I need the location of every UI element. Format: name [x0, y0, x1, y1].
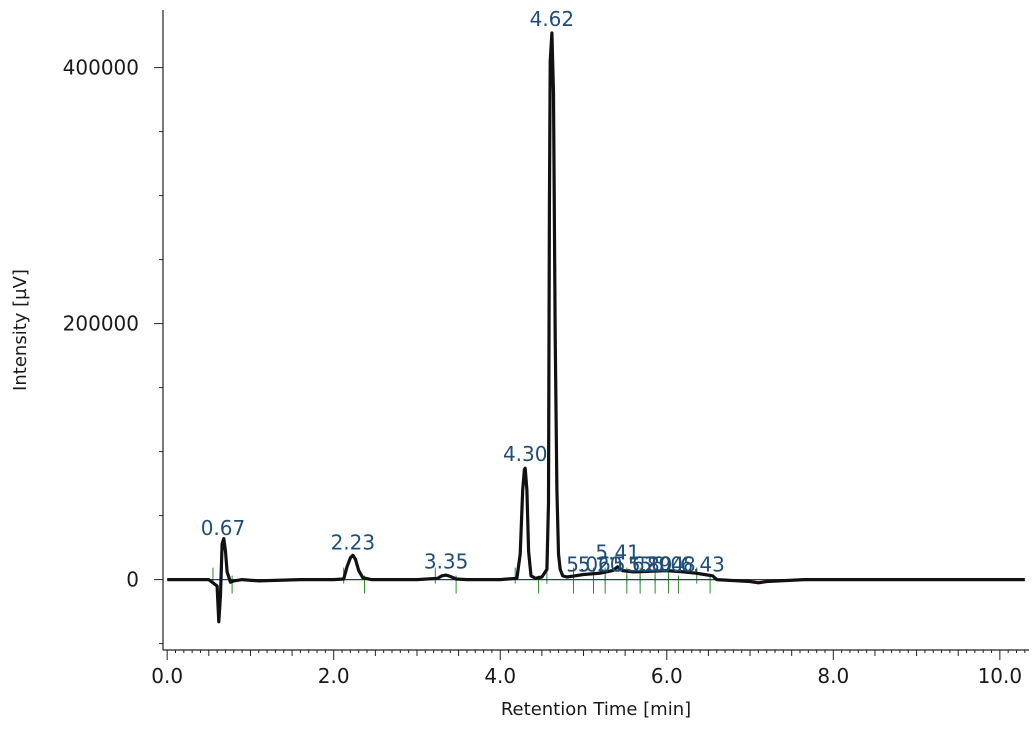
x-tick-label: 0.0 — [151, 664, 183, 688]
x-tick-label: 8.0 — [817, 664, 849, 688]
peak-label: 0.67 — [201, 516, 246, 540]
x-axis-title: Retention Time [min] — [501, 699, 691, 720]
x-tick-label: 4.0 — [484, 664, 516, 688]
y-tick-label: 200000 — [63, 312, 139, 336]
peak-labels: 0.67 2.23 3.35 4.30 4.62 5.065.205.415.625.80… — [201, 7, 725, 577]
peak-label: 5.80 — [628, 553, 673, 577]
peak-label: 5.20 — [578, 553, 623, 577]
x-tick-label: 2.0 — [318, 664, 350, 688]
peak-label: 3.35 — [424, 549, 469, 573]
axis-ticks: 0.0 2.0 4.0 6.0 8.0 10.0 0 200000 400000 — [63, 56, 1026, 688]
peak-label: 5.62 — [613, 553, 658, 577]
x-tick-label: 10.0 — [978, 664, 1023, 688]
y-tick-label: 400000 — [63, 56, 139, 80]
axes — [162, 10, 1029, 651]
peak-label: 5.41 — [595, 541, 640, 565]
y-axis-title: Intensity [µV] — [10, 269, 31, 391]
peak-label: 4.30 — [503, 442, 548, 466]
peak-label: 4.62 — [530, 7, 575, 31]
peak-label: 6.08 — [651, 553, 696, 577]
peak-label: 2.23 — [331, 530, 376, 554]
peak-label: 5.06 — [566, 553, 611, 577]
x-tick-label: 6.0 — [651, 664, 683, 688]
y-tick-label: 0 — [126, 568, 139, 592]
peak-label: 5.94 — [640, 553, 685, 577]
peak-label: 6.43 — [680, 553, 725, 577]
chromatogram-trace — [167, 31, 1025, 624]
